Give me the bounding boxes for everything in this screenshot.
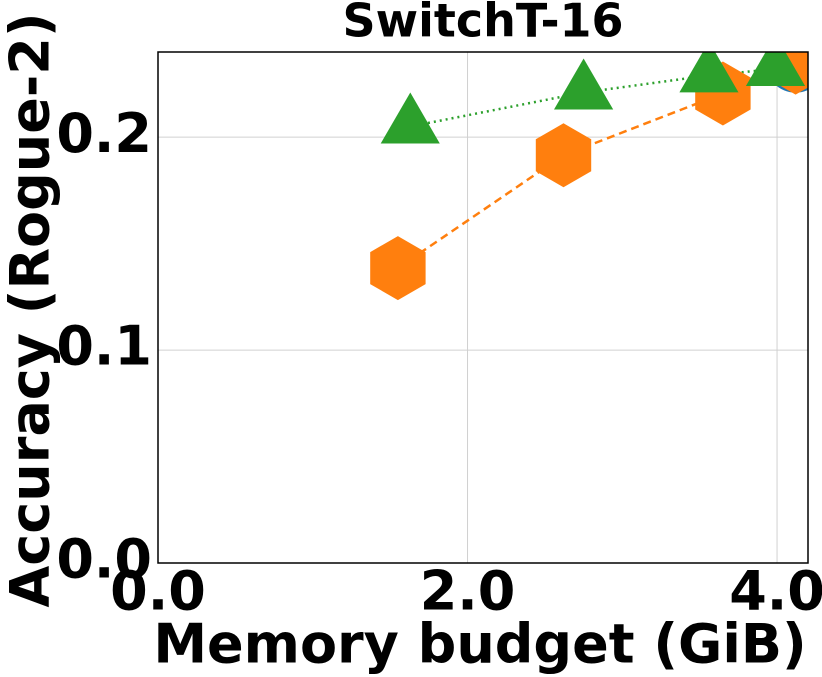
- point: [554, 58, 614, 110]
- x-axis-label: Memory budget (GiB): [153, 613, 806, 676]
- x-tick-label: 0.0: [110, 560, 206, 623]
- point: [380, 92, 440, 144]
- plot-frame: [157, 51, 809, 564]
- x-tick-label: 4.0: [729, 560, 822, 623]
- plot-area: [370, 52, 808, 301]
- y-tick-label: 0.2: [56, 102, 152, 165]
- y-axis-label: Accuracy (Rogue-2): [0, 12, 62, 607]
- y-tick-label: 0.0: [56, 528, 152, 591]
- grid: [157, 52, 808, 564]
- point: [679, 52, 739, 93]
- point: [370, 236, 426, 301]
- x-tick-label: 2.0: [420, 560, 516, 623]
- y-tick-label: 0.1: [56, 315, 152, 378]
- chart-title: SwitchT-16: [342, 0, 623, 48]
- point: [535, 123, 592, 188]
- series-line: [410, 67, 776, 128]
- point: [745, 52, 806, 86]
